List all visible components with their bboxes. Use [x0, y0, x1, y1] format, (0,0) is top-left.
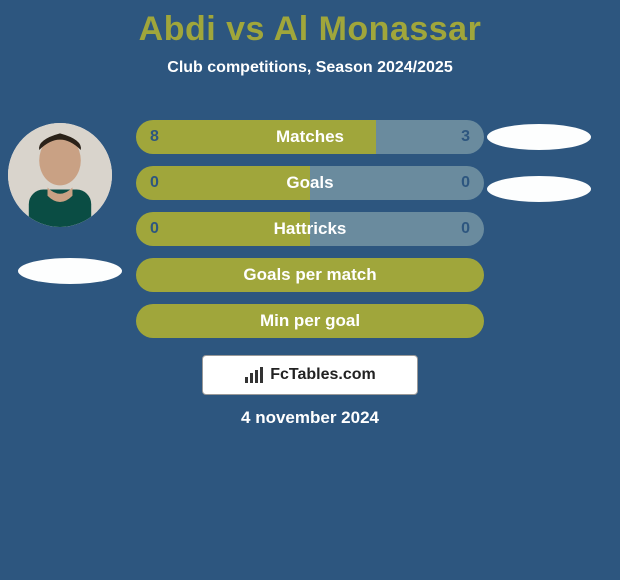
bar-right-segment	[376, 120, 484, 154]
comparison-row: Goals00	[136, 166, 484, 200]
player-right-avatar-pill	[487, 124, 591, 150]
avatar-placeholder-icon	[8, 123, 112, 227]
bar-right-segment	[310, 166, 484, 200]
bar-left-segment	[136, 120, 376, 154]
page-title: Abdi vs Al Monassar	[0, 0, 620, 49]
comparison-row: Hattricks00	[136, 212, 484, 246]
bars-icon	[244, 366, 264, 384]
bar-left-segment	[136, 304, 484, 338]
comparison-row: Goals per match	[136, 258, 484, 292]
comparison-bars: Matches83 Goals00 Hattricks00 Goals per mat…	[136, 120, 484, 350]
player-left-name-pill	[18, 258, 122, 284]
comparison-row: Matches83	[136, 120, 484, 154]
comparison-card: Abdi vs Al Monassar Club competitions, S…	[0, 0, 620, 580]
date-label: 4 november 2024	[0, 408, 620, 428]
bar-left-segment	[136, 258, 484, 292]
bar-right-segment	[310, 212, 484, 246]
source-badge: FcTables.com	[202, 355, 418, 395]
player-right-name-pill	[487, 176, 591, 202]
player-left-avatar	[8, 123, 112, 227]
bar-left-segment	[136, 166, 310, 200]
comparison-row: Min per goal	[136, 304, 484, 338]
bar-left-segment	[136, 212, 310, 246]
page-subtitle: Club competitions, Season 2024/2025	[0, 59, 620, 77]
source-badge-text: FcTables.com	[270, 366, 376, 384]
